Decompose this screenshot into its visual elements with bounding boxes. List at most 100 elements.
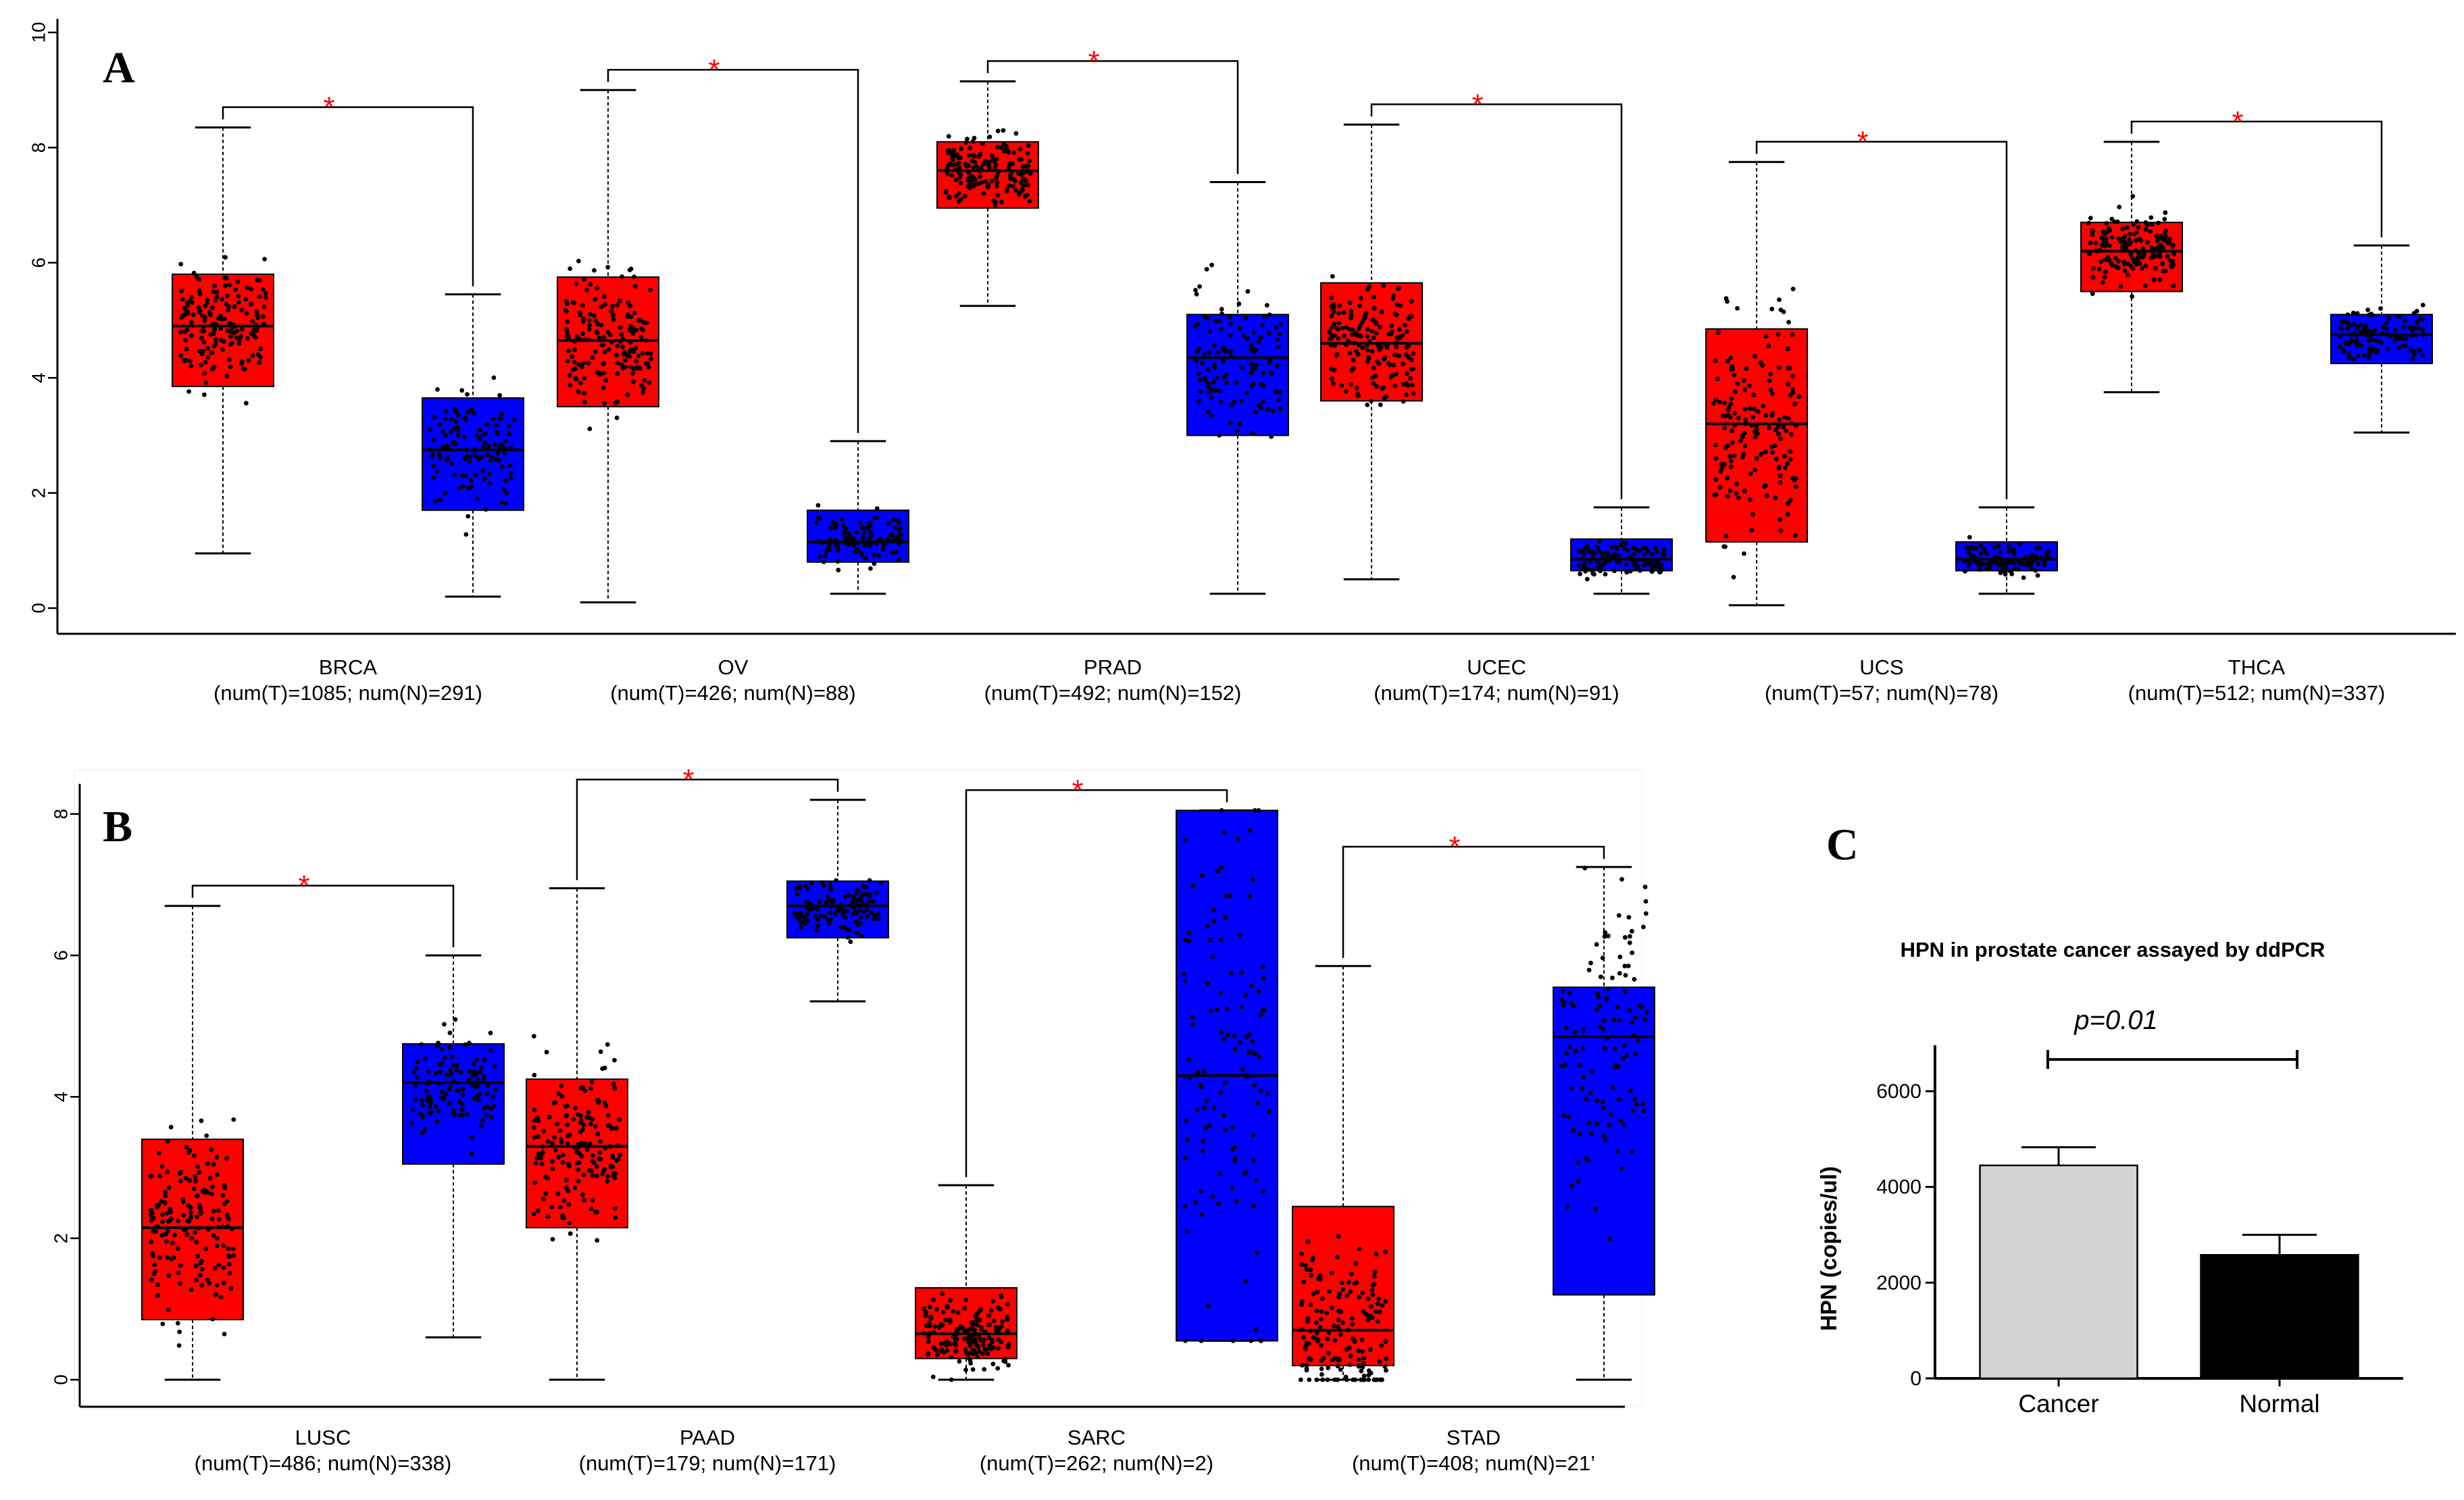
data-point — [178, 1178, 183, 1184]
data-point — [1384, 1356, 1389, 1361]
data-point — [420, 1130, 425, 1135]
group-paad: PAAD(num(T)=179; num(N)=171)* — [526, 764, 889, 1475]
data-point — [1242, 1172, 1247, 1176]
data-point — [951, 1309, 956, 1314]
data-point — [1243, 316, 1249, 321]
normal-points — [1961, 534, 2051, 580]
data-point — [2148, 215, 2154, 220]
data-point — [1365, 402, 1370, 407]
data-point — [473, 472, 478, 478]
data-point — [1238, 365, 1244, 370]
data-point — [428, 447, 432, 452]
data-point — [2143, 264, 2148, 268]
data-point — [1182, 937, 1188, 943]
data-point — [1261, 371, 1266, 376]
panel-b-label: B — [103, 802, 132, 851]
data-point — [1349, 309, 1354, 314]
data-point — [876, 553, 882, 558]
data-point — [178, 353, 184, 358]
data-point — [1215, 868, 1220, 874]
data-point — [807, 901, 812, 906]
data-point — [460, 1092, 466, 1097]
data-point — [2167, 240, 2172, 245]
data-point — [2144, 222, 2150, 228]
data-point — [1298, 1377, 1303, 1382]
data-point — [2100, 280, 2105, 285]
data-point — [193, 1230, 197, 1235]
data-point — [996, 1336, 1001, 1342]
data-point — [214, 1172, 220, 1177]
data-point — [1387, 362, 1392, 368]
data-point — [159, 1164, 165, 1169]
data-point — [813, 520, 819, 526]
data-point — [191, 1186, 197, 1191]
data-point — [863, 525, 868, 530]
data-point — [1374, 1251, 1379, 1257]
data-point — [460, 1102, 466, 1107]
data-point — [1753, 434, 1758, 439]
data-point — [1347, 351, 1353, 355]
data-point — [211, 1161, 216, 1167]
data-point — [1717, 399, 1722, 405]
data-point — [957, 165, 962, 170]
data-point — [1186, 930, 1192, 935]
data-point — [1389, 324, 1394, 328]
data-point — [2372, 328, 2378, 333]
data-point — [2144, 240, 2150, 245]
data-point — [628, 340, 633, 345]
panel-c-p-value: p=0.01 — [2073, 1005, 2157, 1035]
data-point — [588, 311, 593, 317]
data-point — [1360, 345, 1365, 350]
data-point — [898, 526, 903, 531]
data-point — [483, 430, 488, 436]
data-point — [1338, 1367, 1343, 1372]
data-point — [1314, 1308, 1319, 1314]
data-point — [166, 1307, 171, 1312]
data-point — [634, 359, 639, 364]
data-point — [1354, 330, 1359, 336]
data-point — [1258, 1088, 1263, 1093]
data-point — [499, 499, 504, 505]
data-point — [1576, 549, 1582, 554]
data-point — [216, 1208, 222, 1213]
data-point — [1394, 312, 1399, 318]
data-point — [557, 1128, 563, 1133]
data-point — [940, 1291, 945, 1296]
data-point — [582, 1197, 587, 1203]
data-point — [474, 496, 480, 501]
data-point — [441, 1096, 447, 1101]
data-point — [581, 1122, 586, 1128]
data-point — [1185, 1229, 1190, 1234]
data-point — [1628, 934, 1632, 939]
data-point — [1247, 893, 1253, 899]
data-point — [1357, 303, 1362, 308]
data-point — [626, 353, 630, 358]
data-point — [188, 364, 194, 369]
data-point — [1730, 364, 1735, 369]
data-point — [556, 1154, 561, 1159]
data-point — [497, 393, 502, 398]
data-point — [1586, 1120, 1592, 1126]
data-point — [1331, 309, 1336, 314]
data-point — [434, 1104, 439, 1109]
data-point — [1259, 405, 1263, 410]
data-point — [1222, 1113, 1226, 1118]
data-point — [460, 1112, 466, 1118]
data-point — [2038, 555, 2044, 560]
data-point — [2365, 331, 2370, 336]
data-point — [494, 422, 499, 428]
data-point — [447, 1072, 452, 1078]
data-point — [1405, 383, 1410, 389]
data-point — [931, 1330, 936, 1334]
data-point — [1390, 296, 1395, 301]
data-point — [1602, 1045, 1607, 1051]
data-point — [1748, 471, 1753, 476]
data-point — [1204, 1099, 1209, 1103]
data-point — [859, 551, 863, 556]
data-point — [1963, 569, 1967, 574]
data-point — [945, 1305, 950, 1310]
data-point — [1326, 1366, 1331, 1370]
data-point — [590, 1159, 595, 1164]
data-point — [2373, 338, 2379, 343]
